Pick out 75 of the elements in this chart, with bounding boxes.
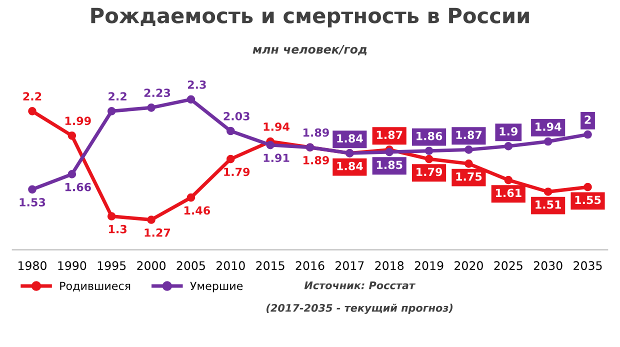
- data-label: 1.66: [65, 182, 91, 192]
- x-tick-label: 2020: [454, 261, 483, 270]
- data-label: 1.99: [65, 116, 91, 126]
- data-label: 2.2: [23, 92, 42, 100]
- x-tick-label: 2016: [296, 261, 324, 270]
- point: [584, 182, 592, 192]
- data-label: 1.84: [337, 134, 363, 143]
- x-tick-label: 2005: [176, 261, 205, 270]
- data-label: 1.9: [500, 127, 518, 136]
- x-tick-label: 2017: [336, 261, 364, 270]
- x-tick-label: 1995: [98, 261, 126, 270]
- data-label: 1.61: [496, 188, 522, 198]
- point: [147, 216, 156, 224]
- text: (2017-2035 - текущий прогноз): [266, 304, 453, 314]
- point: [504, 142, 513, 150]
- data-label: 1.89: [304, 156, 329, 164]
- x-tick-label: 1990: [58, 261, 86, 270]
- x-tick-label: 2000: [137, 261, 166, 270]
- point: [28, 106, 36, 116]
- text: Источник: Росстат: [304, 282, 416, 290]
- point: [107, 212, 116, 220]
- point: [186, 95, 196, 104]
- data-label: 1.94: [536, 122, 562, 131]
- data-label: 1.86: [416, 132, 442, 140]
- x-tick-label: 2015: [256, 261, 284, 270]
- data-label: 1.55: [575, 196, 601, 204]
- data-label: 2: [584, 115, 591, 124]
- x-tick-label: 1980: [18, 261, 46, 270]
- data-label: 1.87: [376, 130, 402, 140]
- data-label: 1.46: [184, 206, 210, 215]
- data-label: 2.23: [144, 88, 170, 98]
- data-label: 1.51: [536, 200, 562, 209]
- legend-label: Умершие: [190, 282, 243, 292]
- data-label: 1.91: [264, 154, 290, 162]
- point: [544, 137, 552, 146]
- data-label: 1.87: [456, 130, 482, 140]
- data-label: 2.3: [188, 80, 206, 89]
- chart-title: Рождаемость и смертность в России: [91, 8, 529, 28]
- point: [266, 140, 274, 150]
- x-tick-label: 2030: [534, 261, 562, 270]
- point: [504, 176, 513, 184]
- x-tick-label: 2019: [414, 261, 444, 270]
- data-label: 1.53: [20, 198, 46, 206]
- point: [464, 160, 473, 168]
- x-tick-label: 2018: [375, 261, 404, 270]
- point: [584, 130, 592, 139]
- point: [186, 193, 196, 202]
- point: [226, 154, 235, 164]
- data-label: 2.2: [108, 92, 126, 100]
- point: [424, 154, 434, 164]
- data-label: 1.79: [224, 168, 250, 176]
- point: [464, 146, 473, 154]
- data-label: 1.3: [108, 224, 127, 234]
- x-tick-label: 2035: [574, 261, 602, 270]
- point: [107, 106, 116, 116]
- data-label: 1.27: [144, 228, 170, 237]
- point: [28, 185, 36, 194]
- point: [147, 103, 156, 112]
- point: [68, 132, 76, 140]
- point: [226, 126, 235, 136]
- point: [68, 170, 76, 178]
- data-label: 1.94: [264, 122, 290, 131]
- x-tick-label: 2010: [216, 261, 245, 270]
- point: [385, 148, 394, 156]
- x-tick-label: 2025: [494, 261, 522, 270]
- point: [544, 188, 552, 196]
- data-label: 1.79: [416, 168, 442, 176]
- legend-label: Родившиеся: [60, 282, 130, 292]
- data-label: 1.85: [376, 160, 402, 170]
- point: [424, 146, 434, 156]
- data-label: 1.89: [304, 128, 329, 137]
- chart-subtitle: млн человек/год: [252, 44, 367, 56]
- data-label: 1.84: [337, 162, 363, 170]
- data-label: 1.75: [456, 172, 482, 181]
- data-label: 2.03: [224, 112, 250, 120]
